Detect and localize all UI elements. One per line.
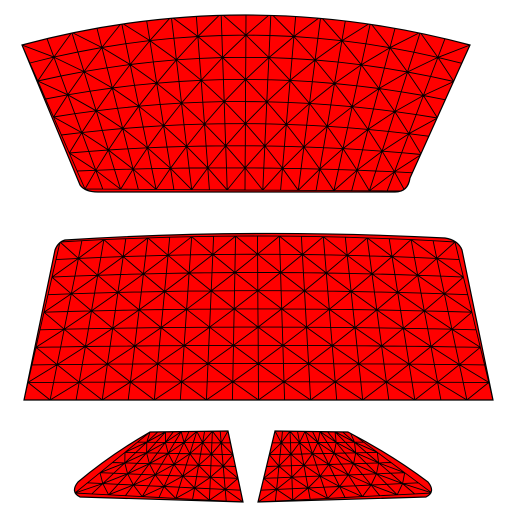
mesh-panels [21,14,494,503]
mesh-lines [24,235,493,400]
top-window-panel [21,14,471,193]
panel-outline [21,14,471,193]
panel-outline [73,430,244,503]
panel-outline [23,232,494,401]
middle-window-panel [23,232,494,401]
mesh-lines [22,15,470,192]
panel-outline [257,430,433,503]
bottom-right-window-panel [257,430,433,503]
bottom-left-window-panel [73,430,244,503]
